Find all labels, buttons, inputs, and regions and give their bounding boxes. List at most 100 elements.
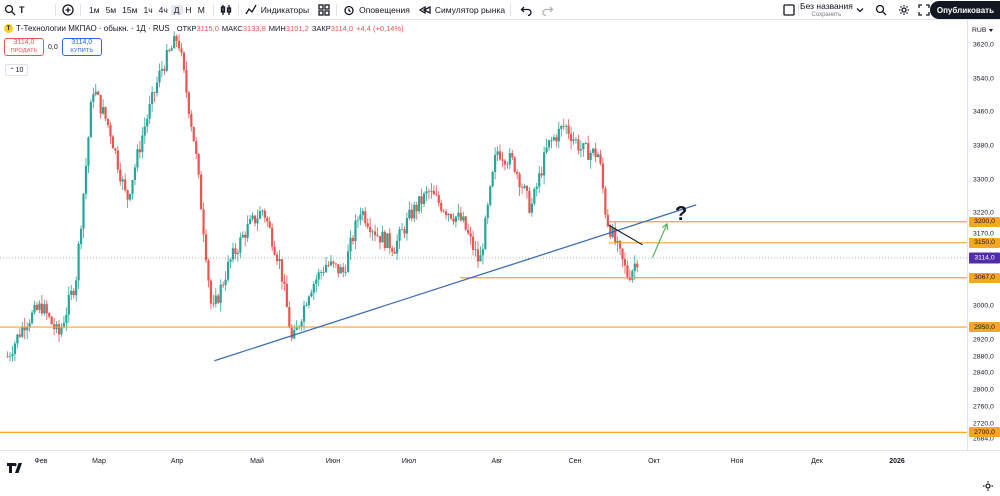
timeframe-button[interactable]: Н	[185, 4, 192, 15]
candle-body	[565, 125, 568, 127]
candle-body	[398, 229, 401, 241]
layout-name-button[interactable]: Без названия Сохранить	[800, 2, 853, 19]
candle-body	[266, 217, 269, 222]
timeframe-button[interactable]: Д	[170, 4, 183, 15]
candle-body	[65, 314, 68, 324]
redo-button[interactable]	[541, 0, 555, 20]
level-price-tag: 2700,0	[969, 427, 1000, 438]
price-scale[interactable]: RUB 3620,0 3540,0 3460,0 3380,0 3300,0 3220,0…	[967, 20, 1000, 450]
level-price-tag: 3200,0	[969, 216, 1000, 227]
question-mark-annotation: ?	[675, 203, 687, 225]
candle-body	[244, 234, 247, 238]
candle-body	[241, 234, 244, 238]
candle-body	[618, 240, 622, 249]
timeframe-button[interactable]: 1ч	[143, 4, 153, 15]
candle-body	[204, 234, 208, 261]
candle-body	[410, 209, 413, 219]
candle-body	[582, 143, 585, 150]
candle-body	[72, 290, 75, 296]
settings-button[interactable]	[897, 0, 911, 20]
candle-body	[609, 226, 612, 237]
candle-body	[175, 36, 178, 41]
candle-body	[606, 214, 609, 227]
candle-body	[302, 305, 306, 322]
close-value: 3114,0	[330, 24, 354, 33]
toolbar-separator	[798, 3, 799, 16]
candle-body	[596, 154, 600, 158]
candle-body	[21, 326, 24, 337]
indicators-button[interactable]: Индикаторы	[244, 0, 309, 20]
time-tick-label: Фев	[34, 458, 48, 465]
candle-body	[557, 128, 560, 142]
candle-body	[43, 304, 46, 314]
toolbar-separator	[80, 3, 81, 16]
scale-settings-icon[interactable]	[982, 480, 994, 492]
chevron-up-icon: ⌃	[9, 67, 15, 74]
candle-body	[168, 50, 171, 51]
candle-body	[70, 290, 73, 295]
candle-body	[516, 171, 519, 174]
time-tick-label: Июн	[325, 458, 341, 465]
currency-selector[interactable]: RUB	[972, 27, 993, 34]
price-tick-label: 2920,0	[973, 336, 994, 344]
candle-body	[133, 167, 137, 180]
candle-body	[361, 211, 364, 215]
candle-body	[545, 147, 548, 153]
replay-button[interactable]: Симулятор рынка	[418, 0, 505, 20]
candle-body	[604, 188, 607, 215]
timeframe-button[interactable]: 15м	[122, 4, 138, 15]
fullscreen-button[interactable]	[917, 0, 931, 20]
replay-label: Симулятор рынка	[434, 4, 506, 15]
candle-body	[187, 92, 190, 114]
candle-body	[491, 171, 494, 187]
layout-dropdown-button[interactable]	[853, 0, 867, 20]
candle-body	[317, 272, 320, 280]
candle-body	[400, 229, 404, 231]
candle-body	[92, 94, 95, 102]
candle-body	[190, 113, 193, 127]
time-scale[interactable]: Фев Мар Апр Май Июн Июл Авг Сен Окт Ноя Дек 2026	[0, 450, 1000, 496]
publish-button[interactable]: Опубликовать	[929, 1, 1000, 19]
candle-body	[219, 284, 222, 303]
candle-body	[391, 248, 394, 252]
chart-type-button[interactable]	[219, 0, 233, 20]
candle-body	[388, 233, 391, 249]
candle-body	[567, 125, 570, 134]
candle-body	[138, 149, 141, 153]
quick-search-button[interactable]	[874, 0, 888, 20]
indicator-templates-button[interactable]	[317, 0, 331, 20]
candle-body	[543, 152, 546, 176]
timeframe-button[interactable]: 1м	[89, 4, 100, 15]
timeframe-button[interactable]: 5м	[105, 4, 117, 15]
time-tick-label: Сен	[568, 458, 582, 465]
chart-canvas[interactable]: ?	[0, 20, 967, 450]
buy-button[interactable]: 3114,0 КУПИТЬ	[61, 38, 102, 56]
candle-body	[572, 139, 575, 141]
candle-body	[35, 304, 39, 310]
candles-icon	[219, 3, 233, 17]
timeframe-button[interactable]: М	[197, 4, 205, 15]
high-value: 3133,8	[242, 24, 266, 33]
time-tick-label: 2026	[889, 458, 905, 465]
candle-body	[197, 153, 200, 175]
indicators-toggle[interactable]: ⌃ 10	[5, 64, 28, 76]
compare-symbol-button[interactable]	[61, 0, 75, 20]
candle-body	[256, 218, 259, 224]
candle-body	[158, 70, 161, 83]
tradingview-logo-icon[interactable]	[7, 463, 26, 473]
candle-body	[224, 279, 227, 285]
candle-body	[315, 279, 318, 284]
time-tick-label: Мар	[92, 458, 106, 465]
timeframe-button[interactable]: 4ч	[158, 4, 168, 15]
level-price-tag: 3150,0	[969, 237, 1000, 248]
alerts-button[interactable]: Оповещения	[342, 0, 410, 20]
candle-body	[222, 284, 225, 286]
layout-menu-button[interactable]	[782, 0, 796, 20]
sell-button[interactable]: 3114,0 ПРОДАТЬ	[4, 38, 44, 56]
symbol-title[interactable]: Т-Технологии МКПАО · обыкн. · 1Д · RUS	[16, 24, 170, 33]
candle-body	[121, 179, 124, 182]
undo-button[interactable]	[519, 0, 533, 20]
symbol-search-button[interactable]: T	[0, 0, 50, 20]
candle-body	[231, 248, 235, 260]
candle-body	[587, 143, 590, 160]
